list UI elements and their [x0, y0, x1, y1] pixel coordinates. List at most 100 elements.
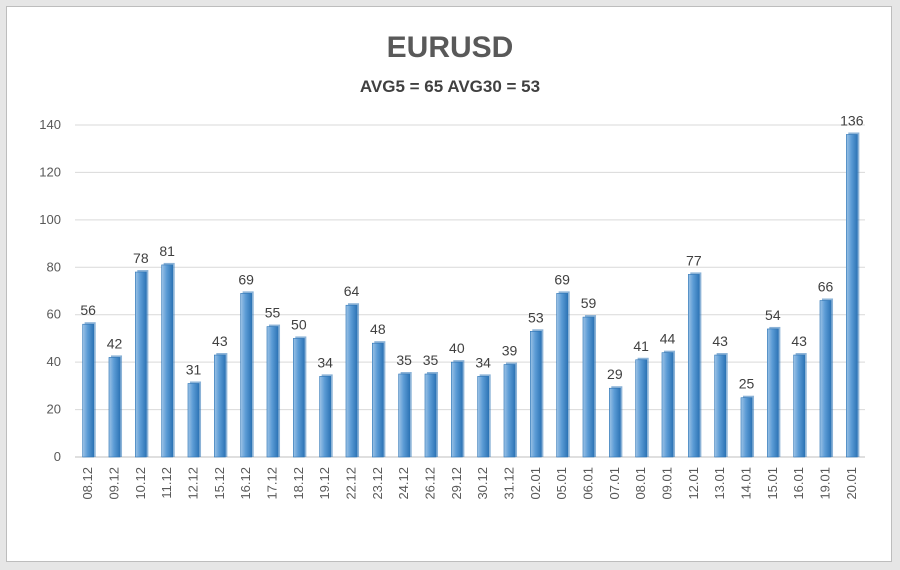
- data-label: 53: [528, 309, 544, 325]
- bar: [714, 353, 728, 458]
- bar-face: [846, 134, 858, 458]
- bar: [767, 326, 781, 458]
- bar: [108, 355, 123, 458]
- x-tick-label: 12.01: [686, 467, 701, 500]
- x-tick-label: 09.12: [107, 467, 122, 500]
- bar-face: [266, 326, 279, 458]
- x-tick-label: 08.01: [633, 467, 648, 500]
- data-label: 54: [765, 307, 781, 323]
- data-label: 69: [554, 271, 570, 287]
- bar-face: [714, 354, 726, 458]
- bar-face: [372, 342, 384, 458]
- bar: [161, 262, 175, 458]
- data-label: 77: [686, 252, 702, 268]
- data-label: 48: [370, 321, 386, 337]
- bar: [635, 357, 649, 458]
- bar: [477, 374, 491, 458]
- y-tick-label: 100: [39, 212, 61, 227]
- bar-face: [398, 373, 410, 458]
- y-tick-label: 0: [54, 449, 61, 464]
- x-tick-label: 05.01: [554, 467, 569, 500]
- bar-face: [609, 387, 621, 458]
- x-tick-label: 07.01: [607, 467, 622, 500]
- bar-face: [477, 376, 489, 458]
- x-tick-label: 16.12: [238, 467, 253, 500]
- data-label: 43: [712, 333, 728, 349]
- x-axis-ticks: 08.12 09.12 10.12 11.12 12.12 15.12 16.12 17.12…: [80, 467, 859, 500]
- bar: [846, 132, 860, 458]
- data-label: 34: [475, 354, 491, 370]
- data-label: 66: [818, 278, 834, 294]
- bar: [266, 324, 281, 458]
- bars: [82, 132, 860, 458]
- bar: [819, 298, 834, 458]
- x-tick-label: 06.01: [581, 467, 596, 500]
- data-label: 69: [238, 271, 254, 287]
- data-label: 35: [396, 352, 412, 368]
- data-label: 43: [791, 333, 807, 349]
- x-tick-label: 15.01: [765, 467, 780, 500]
- grid-lines: [75, 124, 865, 458]
- bar: [530, 329, 544, 458]
- y-tick-label: 140: [39, 117, 61, 132]
- x-tick-label: 30.12: [475, 467, 490, 500]
- chart-subtitle: AVG5 = 65 AVG30 = 53: [359, 77, 541, 96]
- x-tick-label: 17.12: [265, 467, 280, 500]
- data-label: 44: [660, 331, 676, 347]
- data-label: 50: [291, 316, 307, 332]
- bar: [398, 372, 412, 458]
- data-label: 31: [186, 361, 202, 377]
- bar: [740, 395, 755, 458]
- x-tick-label: 22.12: [344, 467, 359, 500]
- x-tick-label: 10.12: [133, 467, 148, 500]
- x-tick-label: 18.12: [291, 467, 306, 500]
- bar-face: [503, 364, 516, 458]
- data-label: 136: [840, 112, 864, 128]
- y-axis-ticks: 0 20 40 60 80 100 120 140: [39, 117, 61, 464]
- bar-face: [661, 352, 674, 458]
- data-label: 39: [502, 343, 518, 359]
- bar: [135, 270, 149, 458]
- x-tick-label: 29.12: [449, 467, 464, 500]
- chart-frame: EURUSD AVG5 = 65 AVG30 = 53 56 42 78 81 31 43…: [6, 6, 892, 562]
- bar-face: [451, 361, 463, 458]
- x-tick-label: 23.12: [370, 467, 385, 500]
- x-tick-label: 24.12: [396, 467, 411, 500]
- x-tick-label: 13.01: [712, 467, 727, 500]
- bar-face: [424, 373, 437, 458]
- data-label: 64: [344, 283, 360, 299]
- bar: [214, 353, 228, 458]
- bar: [451, 360, 465, 458]
- chart-title: EURUSD: [386, 31, 514, 64]
- bar: [240, 291, 254, 458]
- bar: [187, 381, 202, 458]
- bar-face: [135, 271, 147, 458]
- bar-face: [240, 293, 252, 458]
- bar: [556, 291, 570, 458]
- bar: [661, 350, 676, 458]
- bar-face: [819, 300, 832, 458]
- data-label: 35: [423, 352, 439, 368]
- x-tick-label: 19.01: [818, 467, 833, 500]
- bar-face: [187, 383, 200, 458]
- data-labels: 56 42 78 81 31 43 69 55 50 34 64 48 35 35 40 34 39 53 69 59…: [80, 112, 863, 391]
- y-tick-label: 40: [47, 354, 61, 369]
- data-label: 25: [739, 376, 755, 392]
- y-tick-label: 80: [47, 259, 61, 274]
- x-tick-label: 20.01: [844, 467, 859, 500]
- bar-face: [82, 323, 94, 458]
- y-tick-label: 120: [39, 164, 61, 179]
- bar-face: [214, 354, 226, 458]
- bar: [688, 272, 702, 458]
- bar-face: [161, 264, 173, 458]
- x-tick-label: 11.12: [159, 467, 174, 499]
- bar: [793, 353, 807, 458]
- x-tick-label: 14.01: [739, 467, 754, 500]
- bar: [372, 341, 386, 458]
- bar-face: [293, 338, 305, 458]
- bar: [293, 336, 307, 458]
- y-tick-label: 60: [47, 307, 61, 322]
- data-label: 81: [159, 243, 175, 259]
- data-label: 55: [265, 305, 281, 321]
- x-tick-label: 02.01: [528, 467, 543, 500]
